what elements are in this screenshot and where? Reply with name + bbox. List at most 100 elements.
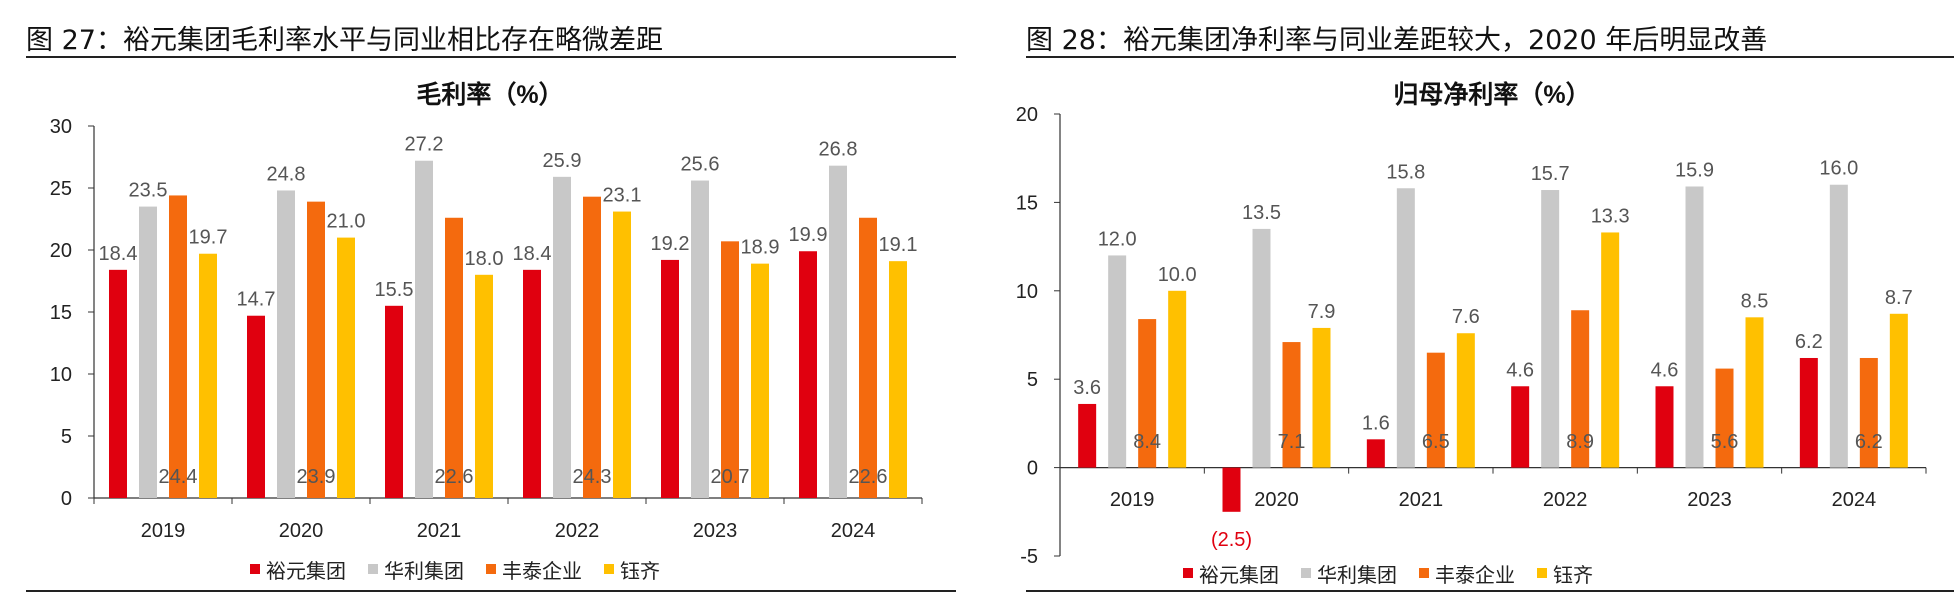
bar bbox=[691, 180, 709, 498]
figure-28-panel: 图 28：裕元集团净利率与同业差距较大，2020 年后明显改善 归母净利率（%）… bbox=[1000, 0, 1959, 609]
data-label: 8.4 bbox=[1133, 431, 1161, 453]
data-label: 18.4 bbox=[513, 243, 552, 265]
x-tick-label: 2021 bbox=[417, 520, 462, 542]
legend-label: 华利集团 bbox=[384, 560, 464, 583]
legend-label: 丰泰企业 bbox=[1435, 564, 1515, 587]
x-tick-label: 2019 bbox=[1110, 489, 1155, 511]
y-tick-label: 20 bbox=[50, 240, 72, 262]
data-label: 8.5 bbox=[1741, 290, 1769, 312]
data-label: 24.4 bbox=[159, 466, 198, 488]
bar bbox=[1456, 333, 1475, 468]
x-tick-label: 2019 bbox=[141, 520, 186, 542]
data-label: 8.9 bbox=[1566, 431, 1594, 453]
bar bbox=[139, 206, 157, 498]
data-label: 6.5 bbox=[1422, 431, 1450, 453]
data-label: (2.5) bbox=[1211, 529, 1252, 551]
bar bbox=[1799, 357, 1818, 468]
x-tick-label: 2024 bbox=[1832, 489, 1877, 511]
title-rule bbox=[1026, 56, 1954, 58]
bar bbox=[277, 190, 295, 499]
bottom-rule bbox=[26, 590, 956, 592]
data-label: 10.0 bbox=[1158, 264, 1197, 286]
bar bbox=[1655, 386, 1674, 468]
data-label: 22.6 bbox=[435, 466, 474, 488]
y-tick-label: 0 bbox=[1027, 458, 1038, 480]
bar bbox=[415, 160, 433, 498]
bar bbox=[721, 241, 739, 498]
x-tick-label: 2021 bbox=[1399, 489, 1444, 511]
title-rule bbox=[26, 56, 956, 58]
bar bbox=[553, 176, 571, 498]
data-label: 15.5 bbox=[375, 279, 414, 301]
x-tick-label: 2023 bbox=[1687, 489, 1732, 511]
data-label: 7.1 bbox=[1278, 431, 1306, 453]
figure-27-panel: 图 27：裕元集团毛利率水平与同业相比存在略微差距 毛利率（%） 0 5 10 15 20… bbox=[0, 0, 960, 609]
y-tick-label: 5 bbox=[61, 426, 72, 448]
data-label: 19.9 bbox=[789, 224, 828, 246]
data-label: 13.3 bbox=[1591, 205, 1630, 227]
data-label: 5.6 bbox=[1711, 431, 1739, 453]
bottom-rule bbox=[1026, 590, 1954, 592]
bar bbox=[889, 261, 907, 498]
bar bbox=[1138, 319, 1157, 468]
legend-swatch bbox=[1537, 568, 1547, 578]
data-label: 7.6 bbox=[1452, 306, 1480, 328]
data-label: 15.7 bbox=[1531, 163, 1570, 185]
data-label: 14.7 bbox=[237, 289, 276, 311]
bar bbox=[799, 251, 817, 498]
legend-swatch bbox=[1183, 568, 1193, 578]
bar bbox=[109, 269, 127, 498]
bar bbox=[445, 217, 463, 498]
x-tick-label: 2024 bbox=[831, 520, 876, 542]
data-label: 8.7 bbox=[1885, 287, 1913, 309]
legend-label: 钰齐 bbox=[1553, 564, 1593, 587]
legend-label: 丰泰企业 bbox=[502, 560, 582, 583]
bar bbox=[1745, 317, 1764, 468]
figure-title: 图 28：裕元集团净利率与同业差距较大，2020 年后明显改善 bbox=[1026, 25, 1768, 56]
data-label: 3.6 bbox=[1073, 377, 1101, 399]
y-tick-label: 10 bbox=[50, 364, 72, 386]
bar bbox=[1168, 290, 1187, 468]
bar bbox=[583, 196, 601, 498]
data-label: 18.4 bbox=[99, 243, 138, 265]
data-label: 20.7 bbox=[711, 466, 750, 488]
data-label: 19.1 bbox=[879, 234, 918, 256]
bar bbox=[247, 315, 265, 498]
y-tick-label: 0 bbox=[61, 488, 72, 510]
data-label: 7.9 bbox=[1308, 301, 1336, 323]
bar bbox=[1889, 313, 1908, 468]
y-tick-label: 15 bbox=[1016, 192, 1038, 214]
data-label: 18.9 bbox=[741, 237, 780, 259]
bar bbox=[1252, 228, 1271, 468]
chart-title: 毛利率（%） bbox=[416, 80, 563, 109]
bar bbox=[1601, 232, 1620, 468]
chart-title: 归母净利率（%） bbox=[1393, 80, 1590, 109]
bar bbox=[829, 165, 847, 498]
legend-swatch bbox=[368, 564, 378, 574]
legend-swatch bbox=[486, 564, 496, 574]
x-tick-label: 2023 bbox=[693, 520, 738, 542]
legend-label: 华利集团 bbox=[1317, 564, 1397, 587]
bar bbox=[1312, 327, 1331, 468]
y-tick-label: 15 bbox=[50, 302, 72, 324]
data-label: 24.3 bbox=[573, 466, 612, 488]
bar bbox=[1571, 310, 1590, 468]
bar bbox=[475, 274, 493, 498]
bar bbox=[1078, 403, 1097, 468]
x-tick-label: 2022 bbox=[1543, 489, 1588, 511]
data-label: 1.6 bbox=[1362, 412, 1390, 434]
bar bbox=[169, 195, 187, 498]
bar bbox=[1829, 184, 1848, 468]
bar bbox=[1859, 357, 1878, 468]
data-label: 15.9 bbox=[1675, 159, 1714, 181]
x-tick-label: 2020 bbox=[279, 520, 324, 542]
bar bbox=[1541, 190, 1560, 468]
data-label: 15.8 bbox=[1386, 161, 1425, 183]
bar bbox=[523, 269, 541, 498]
x-tick-label: 2022 bbox=[555, 520, 600, 542]
data-label: 19.2 bbox=[651, 233, 690, 255]
legend-swatch bbox=[250, 564, 260, 574]
y-tick-label: 20 bbox=[1016, 104, 1038, 126]
bar bbox=[751, 263, 769, 498]
y-tick-label: 10 bbox=[1016, 281, 1038, 303]
